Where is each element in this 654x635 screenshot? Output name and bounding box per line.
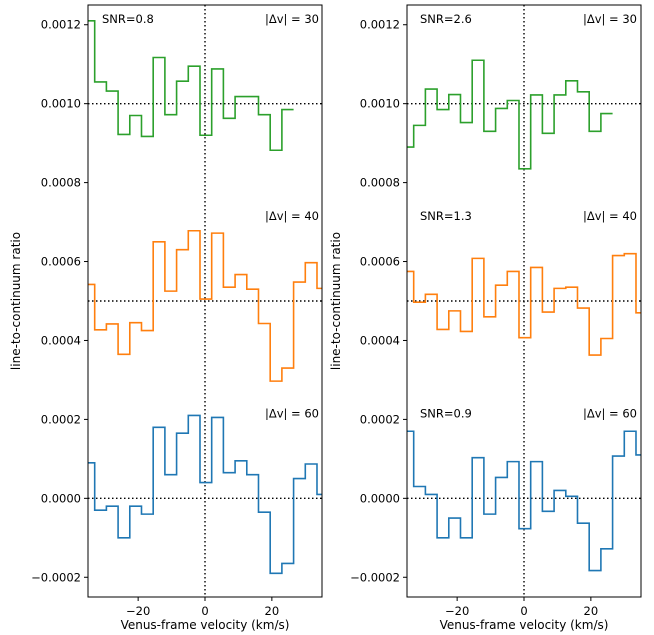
y-tick-label: 0.0004 bbox=[360, 333, 400, 347]
delta-v-label: |Δv| = 30 bbox=[265, 12, 319, 26]
y-tick-label: −0.0002 bbox=[31, 570, 81, 584]
snr-label: SNR=2.6 bbox=[420, 12, 472, 26]
y-tick-label: 0.0000 bbox=[360, 491, 400, 505]
delta-v-label: |Δv| = 40 bbox=[265, 209, 319, 223]
y-tick-label: 0.0008 bbox=[360, 176, 400, 190]
y-tick-label: 0.0012 bbox=[41, 18, 81, 32]
snr-label: SNR=1.3 bbox=[420, 209, 472, 223]
y-tick-label: 0.0008 bbox=[41, 176, 81, 190]
y-tick-label: 0.0004 bbox=[41, 333, 81, 347]
x-tick-label: −20 bbox=[126, 604, 150, 618]
y-axis-label: line-to-continuum ratio bbox=[329, 232, 343, 370]
y-tick-label: −0.0002 bbox=[350, 570, 400, 584]
y-tick-label: 0.0006 bbox=[360, 255, 400, 269]
x-tick-label: −20 bbox=[445, 604, 469, 618]
right-panel: SNR=2.6 |Δv| = 30 SNR=1.3 |Δv| = 40 SNR=0.9 |… bbox=[329, 4, 642, 632]
x-axis-label: Venus-frame velocity (km/s) bbox=[121, 618, 290, 632]
y-tick-label: 0.0010 bbox=[360, 97, 400, 111]
y-axis-label: line-to-continuum ratio bbox=[9, 232, 23, 370]
snr-label: SNR=0.8 bbox=[102, 12, 154, 26]
series-line bbox=[88, 414, 322, 575]
delta-v-label: |Δv| = 60 bbox=[583, 406, 637, 420]
left-panel: SNR=0.8 |Δv| = 30 |Δv| = 40 |Δv| = 60 −0.000… bbox=[9, 4, 323, 632]
y-tick-label: 0.0012 bbox=[360, 18, 400, 32]
y-tick-label: 0.0002 bbox=[41, 412, 81, 426]
series-line bbox=[407, 252, 641, 356]
x-tick-label: 0 bbox=[520, 604, 527, 618]
delta-v-label: |Δv| = 40 bbox=[583, 209, 637, 223]
series-line bbox=[407, 430, 641, 572]
x-tick-label: 20 bbox=[265, 604, 280, 618]
snr-label: SNR=0.9 bbox=[420, 406, 472, 420]
y-tick-label: 0.0002 bbox=[360, 412, 400, 426]
x-axis-label: Venus-frame velocity (km/s) bbox=[440, 618, 609, 632]
delta-v-label: |Δv| = 60 bbox=[265, 406, 319, 420]
x-tick-label: 20 bbox=[584, 604, 599, 618]
series-line bbox=[407, 59, 613, 170]
x-tick-label: 0 bbox=[201, 604, 208, 618]
delta-v-label: |Δv| = 30 bbox=[583, 12, 637, 26]
y-tick-label: 0.0000 bbox=[41, 491, 81, 505]
series-line bbox=[88, 19, 294, 152]
y-tick-label: 0.0010 bbox=[41, 97, 81, 111]
series-line bbox=[88, 229, 322, 382]
y-tick-label: 0.0006 bbox=[41, 255, 81, 269]
